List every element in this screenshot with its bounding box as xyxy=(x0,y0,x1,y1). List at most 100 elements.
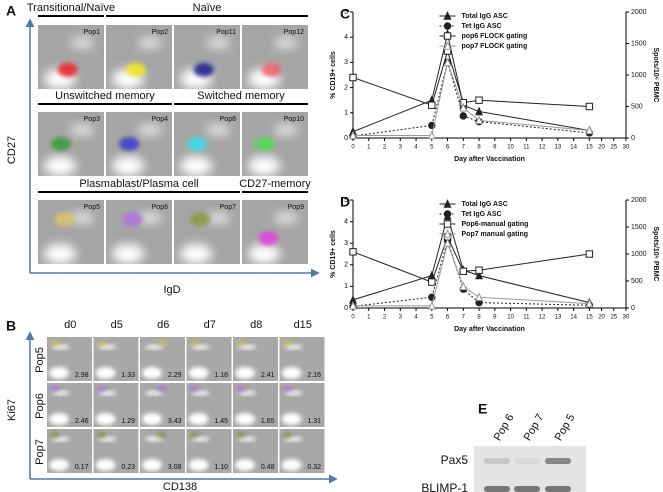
population-label: Pop11 xyxy=(216,29,236,36)
y2-axis-label: Spots/10⁶ PBMC xyxy=(652,48,659,103)
cell-cloud xyxy=(142,367,162,379)
series-line xyxy=(353,60,590,136)
gel-band xyxy=(484,458,510,464)
column-label: d15 xyxy=(294,319,312,331)
population xyxy=(157,432,167,438)
y2-tick-label: 500 xyxy=(631,278,643,285)
population xyxy=(190,212,211,227)
legend-label: Pop7 manual gating xyxy=(462,231,529,238)
population xyxy=(125,62,146,77)
x-tick-label: 4 xyxy=(414,315,418,321)
y2-tick-label: 0 xyxy=(631,305,635,312)
cell-cloud xyxy=(70,212,94,224)
cell-cloud xyxy=(112,244,144,264)
population-label: Pop6 xyxy=(152,204,168,211)
population xyxy=(189,432,200,438)
x-tick-label: 14 xyxy=(570,145,577,151)
percentage: 3.43 xyxy=(168,418,182,425)
y-tick-label: 0 xyxy=(344,305,348,312)
series-line xyxy=(352,235,590,283)
population xyxy=(96,340,107,346)
percentage: 2.41 xyxy=(261,372,275,379)
percentage: 0.32 xyxy=(307,464,321,471)
percentage: 1.18 xyxy=(214,372,228,379)
population xyxy=(193,62,214,77)
marker xyxy=(443,32,452,40)
x-tick-label: 6 xyxy=(446,315,450,321)
x-tick-label: 3 xyxy=(399,315,403,321)
panel-letter: A xyxy=(6,3,16,19)
x-tick-label: 5 xyxy=(430,145,434,151)
y-tick-label: 3 xyxy=(344,240,348,247)
cell-cloud xyxy=(284,345,303,349)
marker xyxy=(349,248,357,256)
y-tick-label: 4 xyxy=(344,218,348,225)
column-label: d7 xyxy=(204,319,216,331)
cell-cloud xyxy=(49,459,69,471)
column-label: d5 xyxy=(111,319,123,331)
cell-cloud xyxy=(95,367,116,379)
cell-cloud xyxy=(235,413,255,425)
y-axis-label: % CD19+ cells xyxy=(330,51,337,99)
marker xyxy=(349,300,357,310)
x-tick-label: 6 xyxy=(446,145,450,151)
x-tick-label: 7 xyxy=(462,145,466,151)
lane-label: Pop 7 xyxy=(522,412,547,443)
x-axis-label: Day after Vaccination xyxy=(454,326,525,333)
x-tick-label: 12 xyxy=(539,315,546,321)
x-tick-label: 15 xyxy=(586,315,593,321)
population-label: Pop8 xyxy=(220,116,236,123)
row-label: Pop7 xyxy=(34,439,46,465)
cell-cloud xyxy=(235,459,255,471)
population xyxy=(57,62,78,77)
marker xyxy=(443,11,452,20)
group-label: Plasmablast/Plasma cell xyxy=(79,178,198,190)
group-label: Transitional/Naïve xyxy=(27,2,115,14)
x-tick-label: 11 xyxy=(523,145,530,151)
percentage: 1.10 xyxy=(214,464,228,471)
percentage: 0.17 xyxy=(75,464,89,471)
x-tick-label: 7 xyxy=(462,315,466,321)
panel-letter: C xyxy=(340,6,350,22)
x-tick-label: 1 xyxy=(367,145,371,151)
population-label: Pop3 xyxy=(84,116,100,123)
x-tick-label: 2 xyxy=(383,315,387,321)
population xyxy=(255,137,276,151)
x-tick-label: 1 xyxy=(367,315,371,321)
marker xyxy=(459,281,468,291)
panel-letter: D xyxy=(340,194,350,210)
cell-cloud xyxy=(52,345,70,349)
x-tick-label: 8 xyxy=(477,145,481,151)
percentage: 1.29 xyxy=(121,418,135,425)
cell-cloud xyxy=(281,459,302,471)
percentage: 2.29 xyxy=(168,372,182,379)
percentage: 0.23 xyxy=(121,464,135,471)
cell-cloud xyxy=(145,391,163,395)
y2-tick-label: 1000 xyxy=(631,251,647,258)
cell-cloud xyxy=(52,437,70,441)
percentage: 1.45 xyxy=(214,418,228,425)
series-line xyxy=(352,60,590,137)
marker xyxy=(459,267,468,275)
x-tick-label: 10 xyxy=(507,145,514,151)
cell-cloud xyxy=(191,345,210,349)
cell-cloud xyxy=(238,391,256,395)
cell-cloud xyxy=(95,413,116,425)
axis-label: IgD xyxy=(163,284,180,296)
marker xyxy=(443,41,452,50)
population xyxy=(236,386,246,392)
marker xyxy=(585,250,594,258)
row-label: Pop6 xyxy=(34,393,46,419)
y-tick-label: 1 xyxy=(344,110,348,117)
y2-tick-label: 2000 xyxy=(631,197,647,204)
cell-cloud xyxy=(52,391,70,395)
population xyxy=(157,386,167,392)
cell-cloud xyxy=(274,212,298,224)
x-tick-label: 30 xyxy=(623,315,630,321)
marker xyxy=(443,57,452,67)
cell-cloud xyxy=(112,156,144,176)
x-tick-label: 13 xyxy=(555,315,562,321)
marker xyxy=(427,300,436,310)
cell-cloud xyxy=(248,156,280,176)
x-tick-label: 10 xyxy=(507,315,514,321)
